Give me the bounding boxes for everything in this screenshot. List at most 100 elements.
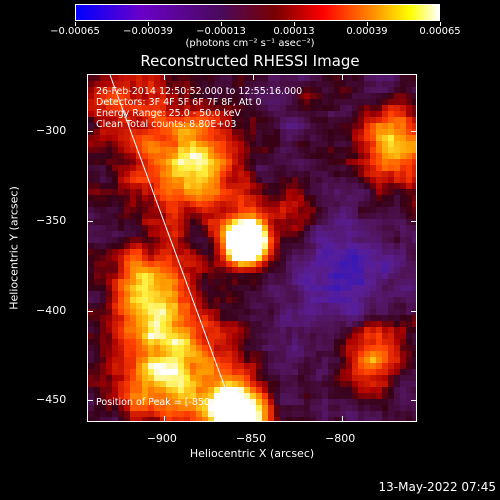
heatmap-cell	[280, 225, 287, 232]
heatmap-cell	[244, 333, 251, 340]
heatmap-cell	[358, 165, 365, 172]
heatmap-cell	[376, 153, 383, 160]
heatmap-cell	[208, 189, 215, 196]
heatmap-cell	[370, 105, 377, 112]
heatmap-cell	[190, 393, 197, 400]
heatmap-cell	[406, 219, 413, 226]
heatmap-cell	[232, 207, 239, 214]
heatmap-cell	[358, 315, 365, 322]
heatmap-cell	[304, 237, 311, 244]
heatmap-cell	[310, 75, 317, 82]
heatmap-cell	[406, 339, 413, 346]
heatmap-cell	[130, 411, 137, 418]
x-tick-label: −900	[146, 432, 177, 445]
heatmap-cell	[214, 99, 221, 106]
heatmap-cell	[196, 333, 203, 340]
heatmap-cell	[322, 99, 329, 106]
heatmap-cell	[310, 387, 317, 394]
heatmap-cell	[148, 141, 155, 148]
heatmap-cell	[88, 363, 95, 370]
heatmap-cell	[172, 93, 179, 100]
heatmap-cell	[106, 345, 113, 352]
heatmap-cell	[214, 177, 221, 184]
heatmap-cell	[214, 309, 221, 316]
colorbar-tick-label: 0.00065	[419, 26, 461, 37]
heatmap-cell	[142, 267, 149, 274]
heatmap-cell	[214, 105, 221, 112]
heatmap-cell	[388, 117, 395, 124]
heatmap-cell	[118, 291, 125, 298]
heatmap-cell	[136, 255, 143, 262]
heatmap-cell	[334, 399, 341, 406]
heatmap-cell	[346, 357, 353, 364]
heatmap-cell	[256, 231, 263, 238]
heatmap-cell	[196, 177, 203, 184]
heatmap-cell	[364, 279, 371, 286]
heatmap-cell	[160, 165, 167, 172]
heatmap-cell	[124, 411, 131, 418]
heatmap-cell	[334, 213, 341, 220]
heatmap-cell	[166, 135, 173, 142]
heatmap-cell	[400, 333, 407, 340]
heatmap-cell	[202, 243, 209, 250]
heatmap-cell	[124, 399, 131, 406]
heatmap-cell	[250, 357, 257, 364]
y-tick-mark	[411, 400, 417, 402]
heatmap-cell	[304, 315, 311, 322]
heatmap-cell	[406, 177, 413, 184]
heatmap-cell	[268, 333, 275, 340]
heatmap-cell	[304, 255, 311, 262]
heatmap-cell	[232, 195, 239, 202]
heatmap-cell	[202, 153, 209, 160]
heatmap-cell	[340, 417, 347, 421]
heatmap-cell	[172, 381, 179, 388]
heatmap-cell	[328, 87, 335, 94]
heatmap-cell	[352, 189, 359, 196]
heatmap-cell	[280, 303, 287, 310]
heatmap-cell	[166, 345, 173, 352]
heatmap-cell	[286, 333, 293, 340]
heatmap-cell	[400, 297, 407, 304]
heatmap-cell	[292, 213, 299, 220]
heatmap-cell	[298, 201, 305, 208]
heatmap-cell	[154, 129, 161, 136]
heatmap-cell	[232, 165, 239, 172]
heatmap-cell	[256, 117, 263, 124]
heatmap-cell	[136, 189, 143, 196]
heatmap-cell	[124, 177, 131, 184]
heatmap-cell	[100, 123, 107, 130]
heatmap-cell	[400, 231, 407, 238]
heatmap-cell	[322, 417, 329, 421]
heatmap-cell	[208, 81, 215, 88]
heatmap-cell	[298, 333, 305, 340]
heatmap-cell	[196, 153, 203, 160]
heatmap-cell	[286, 297, 293, 304]
heatmap-cell	[298, 129, 305, 136]
heatmap-cell	[160, 189, 167, 196]
heatmap-cell	[232, 291, 239, 298]
heatmap-cell	[328, 279, 335, 286]
heatmap-cell	[400, 177, 407, 184]
heatmap-cell	[370, 291, 377, 298]
heatmap-cell	[370, 321, 377, 328]
heatmap-cell	[208, 381, 215, 388]
heatmap-cell	[376, 171, 383, 178]
heatmap-cell	[352, 369, 359, 376]
heatmap-cell	[184, 141, 191, 148]
heatmap-cell	[136, 99, 143, 106]
heatmap-cell	[100, 117, 107, 124]
heatmap-cell	[292, 219, 299, 226]
heatmap-cell	[274, 333, 281, 340]
heatmap-cell	[100, 183, 107, 190]
heatmap-cell	[352, 75, 359, 82]
heatmap-cell	[208, 135, 215, 142]
heatmap-cell	[364, 369, 371, 376]
heatmap-cell	[346, 147, 353, 154]
heatmap-cell	[322, 219, 329, 226]
heatmap-cell	[232, 363, 239, 370]
heatmap-cell	[394, 159, 401, 166]
heatmap-cell	[376, 105, 383, 112]
heatmap-cell	[256, 111, 263, 118]
heatmap-cell	[358, 237, 365, 244]
heatmap-cell	[160, 405, 167, 412]
